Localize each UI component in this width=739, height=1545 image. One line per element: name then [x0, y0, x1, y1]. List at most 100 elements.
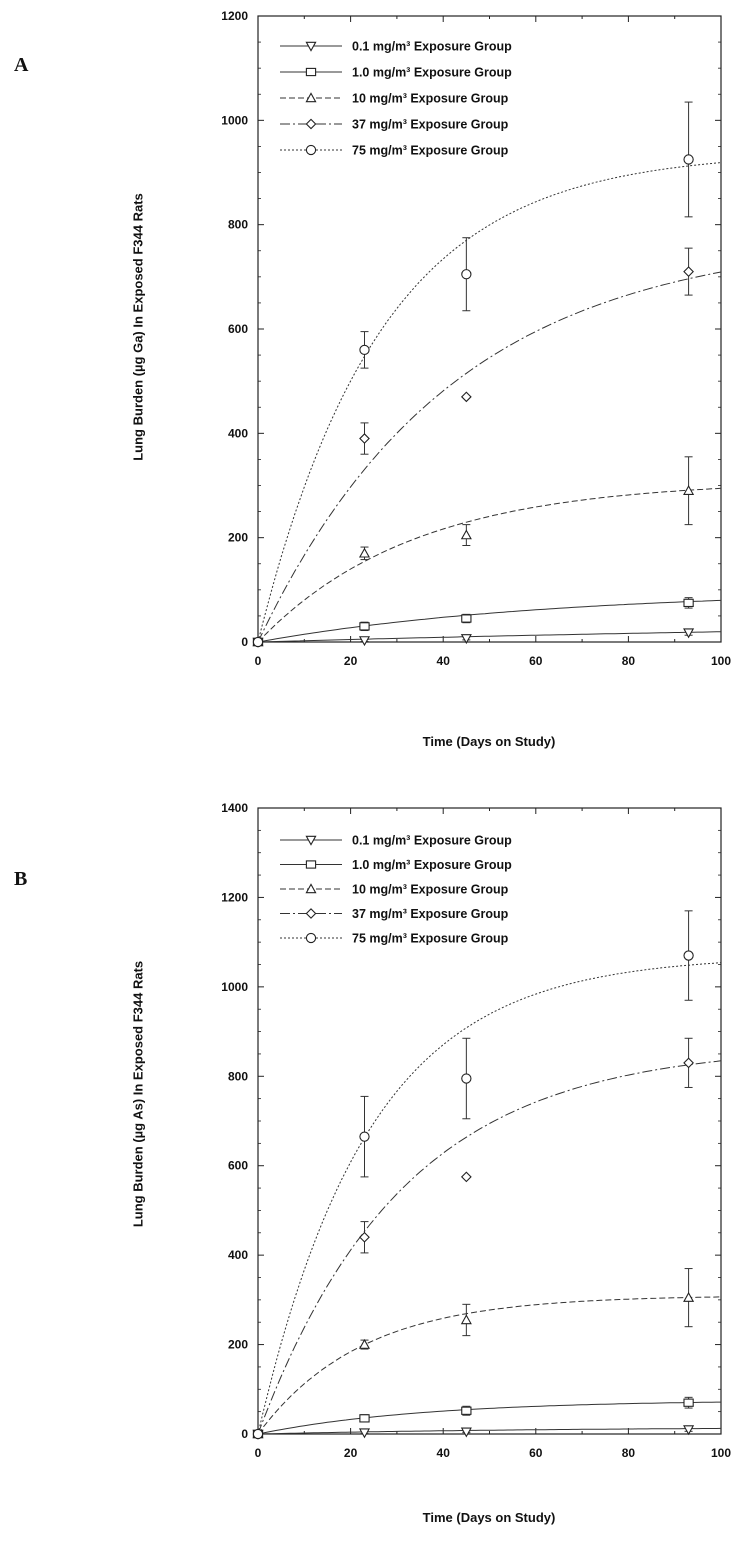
data-point	[683, 1398, 694, 1407]
data-point	[683, 628, 695, 639]
x-tick-label: 100	[711, 654, 731, 668]
x-tick-label: 40	[437, 1446, 451, 1460]
series-group	[252, 1396, 721, 1439]
y-tick-label: 800	[228, 1069, 248, 1083]
fit-curve	[257, 599, 722, 643]
legend-label: 37 mg/m³ Exposure Group	[352, 907, 509, 921]
data-point	[460, 634, 472, 645]
series-group	[252, 1425, 722, 1440]
data-point	[358, 1428, 371, 1439]
legend-label: 0.1 mg/m³ Exposure Group	[352, 834, 512, 848]
chart-panel-b: B Lung Burden (µg As) In Exposed F344 Ra…	[0, 790, 739, 1545]
series-group	[252, 101, 722, 648]
x-tick-label: 40	[437, 654, 451, 668]
data-point	[683, 484, 695, 495]
data-point	[461, 269, 472, 280]
y-tick-label: 1200	[221, 890, 248, 904]
legend-marker	[305, 41, 317, 52]
fit-curve	[257, 271, 722, 643]
legend-marker	[305, 883, 317, 894]
legend-label: 37 mg/m³ Exposure Group	[352, 118, 509, 132]
data-point	[358, 636, 371, 647]
data-point	[358, 547, 371, 558]
data-point	[359, 1231, 370, 1243]
data-point	[683, 154, 694, 165]
series-group	[252, 1037, 722, 1440]
data-point	[461, 1073, 472, 1084]
fit-curve	[257, 1060, 722, 1435]
legend-label: 75 mg/m³ Exposure Group	[352, 932, 509, 946]
data-point	[358, 1338, 371, 1349]
legend-marker	[305, 835, 317, 846]
x-tick-label: 0	[255, 654, 262, 668]
legend-marker	[305, 860, 317, 869]
y-tick-label: 800	[228, 218, 248, 232]
fit-curve	[257, 1296, 722, 1435]
y-tick-label: 400	[228, 1248, 248, 1262]
x-tick-label: 60	[529, 654, 543, 668]
x-tick-label: 0	[255, 1446, 262, 1460]
chart-plot-b: 0 20 40 60 80 10002004006008001000120014000.1…	[221, 801, 731, 1460]
legend-label: 10 mg/m³ Exposure Group	[352, 92, 509, 106]
data-point	[683, 1057, 694, 1069]
y-tick-label: 0	[241, 635, 248, 649]
legend-marker	[305, 92, 317, 103]
panel-letter: A	[14, 54, 29, 76]
chart-panel-a: A Lung Burden (µg Ga) In Exposed F344 Ra…	[0, 0, 739, 770]
series-group	[252, 247, 722, 648]
data-point	[252, 636, 264, 648]
series-group	[252, 628, 722, 648]
data-point	[461, 614, 472, 623]
y-tick-label: 0	[241, 1427, 248, 1441]
legend-marker	[305, 144, 317, 156]
data-point	[460, 1171, 472, 1183]
x-axis-label: Time (Days on Study)	[422, 1510, 556, 1525]
y-tick-label: 1000	[221, 980, 248, 994]
y-tick-label: 200	[228, 531, 248, 545]
data-point	[359, 1414, 370, 1423]
x-tick-label: 20	[344, 654, 358, 668]
x-tick-label: 100	[711, 1446, 731, 1460]
x-tick-label: 80	[622, 654, 636, 668]
data-point	[359, 433, 370, 444]
legend-label: 1.0 mg/m³ Exposure Group	[352, 858, 512, 872]
fit-curve	[257, 962, 722, 1435]
legend-label: 0.1 mg/m³ Exposure Group	[352, 40, 512, 54]
data-point	[683, 1291, 695, 1302]
series-group	[252, 910, 722, 1440]
legend: 0.1 mg/m³ Exposure Group 1.0 mg/m³ Exposu…	[280, 834, 512, 946]
series-group	[252, 1268, 722, 1439]
legend-marker	[305, 932, 317, 944]
data-point	[683, 950, 694, 961]
panel-letter: B	[14, 868, 28, 890]
series-group	[252, 456, 722, 647]
legend-marker	[305, 118, 317, 130]
series-group	[252, 597, 722, 647]
legend: 0.1 mg/m³ Exposure Group 1.0 mg/m³ Exposu…	[280, 40, 512, 158]
x-axis-label: Time (Days on Study)	[422, 734, 556, 749]
legend-label: 75 mg/m³ Exposure Group	[352, 144, 509, 158]
x-tick-label: 20	[344, 1446, 358, 1460]
x-tick-label: 80	[622, 1446, 636, 1460]
fit-curve	[257, 487, 722, 643]
data-point	[460, 1314, 472, 1325]
fit-curve	[257, 631, 722, 643]
data-point	[460, 391, 472, 403]
data-point	[252, 1428, 264, 1440]
legend-marker	[305, 67, 317, 77]
fit-curve	[257, 1401, 721, 1435]
legend-label: 1.0 mg/m³ Exposure Group	[352, 66, 512, 80]
plot-frame	[257, 15, 722, 643]
x-tick-label: 60	[529, 1446, 543, 1460]
fit-curve	[257, 1427, 722, 1435]
data-point	[460, 1427, 472, 1438]
data-point	[359, 344, 370, 356]
data-point	[683, 598, 694, 608]
legend-marker	[305, 908, 317, 919]
y-tick-label: 1200	[221, 9, 248, 23]
y-tick-label: 600	[228, 1159, 248, 1173]
y-tick-label: 1400	[221, 801, 248, 815]
data-point	[683, 1425, 695, 1436]
data-point	[683, 266, 694, 277]
